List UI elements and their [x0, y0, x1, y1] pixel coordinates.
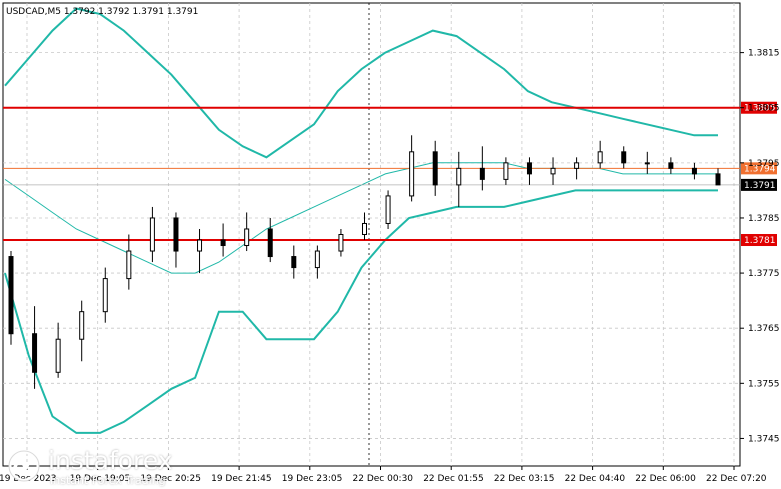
- bollinger-upper-line: [4, 7, 718, 159]
- candle-body: [691, 167, 697, 175]
- candle-body: [597, 151, 603, 164]
- candle-body: [362, 222, 367, 236]
- y-tick-label: 1.3765: [748, 324, 780, 334]
- x-tick-label: 22 Dec 01:55: [423, 474, 484, 484]
- bollinger-lower-line: [4, 189, 718, 434]
- instaforex-mark-icon: [8, 450, 40, 482]
- candle-body: [291, 256, 297, 269]
- y-tick-label: 1.3795: [748, 159, 780, 169]
- candles: [8, 135, 721, 389]
- candle-body: [102, 278, 108, 313]
- candle-body: [244, 228, 250, 247]
- candle-body: [385, 195, 391, 224]
- plot-frame: [2, 2, 741, 467]
- candle-body: [314, 250, 320, 269]
- candle-body: [197, 239, 203, 252]
- candle-body: [432, 151, 438, 186]
- y-tick-label: 1.3805: [748, 104, 780, 114]
- candle-body: [621, 151, 627, 164]
- y-tick-label: 1.3775: [748, 269, 780, 279]
- y-tick-label: 1.3785: [748, 214, 780, 224]
- x-tick-label: 22 Dec 06:00: [635, 474, 696, 484]
- chart-title: USDCAD,M5 1.3792 1.3792 1.3791 1.3791: [6, 7, 198, 17]
- level-tag-label: 1.3794: [744, 164, 776, 174]
- candle-body: [149, 217, 155, 252]
- candle-body: [55, 338, 61, 373]
- logo-brand-text: instaforex: [48, 446, 173, 475]
- x-tick-label: 19 Dec 23:05: [282, 474, 343, 484]
- candle-body: [644, 162, 650, 165]
- candle-body: [126, 250, 132, 280]
- current-price-label: 1.3791: [744, 181, 776, 191]
- x-tick-label: 22 Dec 07:20: [706, 474, 767, 484]
- x-tick-label: 19 Dec 20:25: [140, 474, 201, 484]
- level-tag: [741, 234, 777, 247]
- candle-body: [267, 228, 273, 258]
- candle-body: [503, 162, 509, 180]
- candle-body: [456, 167, 462, 186]
- level-tag: [741, 101, 777, 114]
- x-tick-label: 22 Dec 03:15: [494, 474, 555, 484]
- x-tick-label: 19 Dec 21:45: [211, 474, 272, 484]
- candle-body: [8, 256, 14, 335]
- y-tick-label: 1.3815: [748, 49, 780, 59]
- candle-body: [338, 234, 344, 252]
- current-price-tag: [741, 178, 777, 191]
- candle-body: [715, 173, 721, 186]
- candle-body: [220, 239, 226, 247]
- candle-body: [550, 167, 556, 175]
- y-tick-label: 1.3755: [748, 379, 780, 389]
- x-tick-label: 22 Dec 00:30: [353, 474, 414, 484]
- candle-body: [574, 162, 580, 169]
- candle-body: [173, 217, 179, 252]
- candle-body: [409, 151, 415, 197]
- x-tick-label: 19 Dec 19:05: [70, 474, 131, 484]
- candle-body: [79, 311, 85, 340]
- candle-body: [526, 162, 532, 175]
- level-tag: [741, 162, 777, 175]
- logo-tagline: Instant Forex Trading: [50, 474, 166, 487]
- grid-lines: [2, 2, 741, 467]
- level-tag-label: 1.3781: [744, 236, 776, 246]
- candle-body: [32, 333, 38, 373]
- horizontal-levels: 1.3805 1.3794 1.3781 1.3791: [3, 101, 777, 247]
- instaforex-logo: instaforex Instant Forex Trading: [6, 446, 196, 487]
- x-tick-label: 22 Dec 04:40: [565, 474, 626, 484]
- candle-body: [668, 162, 674, 169]
- y-tick-label: 1.3745: [748, 434, 780, 444]
- candle-body: [479, 167, 485, 180]
- level-tag-label: 1.3805: [744, 104, 776, 114]
